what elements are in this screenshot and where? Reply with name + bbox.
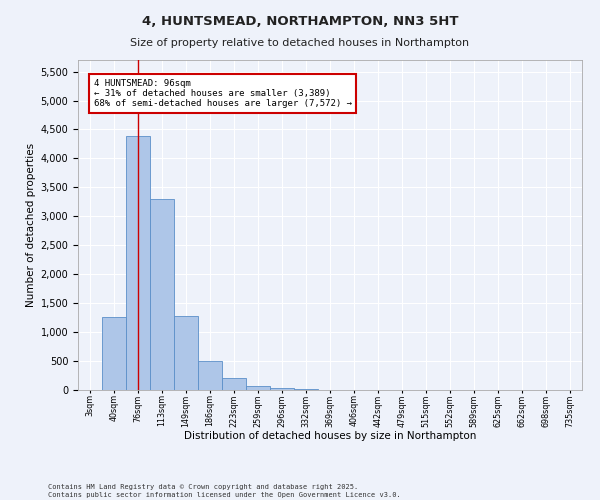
Bar — [102, 317, 126, 390]
Bar — [270, 388, 294, 390]
Bar — [246, 386, 270, 390]
Bar — [198, 361, 222, 390]
Bar — [126, 136, 150, 390]
Bar — [222, 378, 246, 390]
X-axis label: Distribution of detached houses by size in Northampton: Distribution of detached houses by size … — [184, 431, 476, 441]
Bar — [150, 199, 174, 390]
Text: Contains HM Land Registry data © Crown copyright and database right 2025.
Contai: Contains HM Land Registry data © Crown c… — [48, 484, 401, 498]
Y-axis label: Number of detached properties: Number of detached properties — [26, 143, 36, 307]
Text: 4 HUNTSMEAD: 96sqm
← 31% of detached houses are smaller (3,389)
68% of semi-deta: 4 HUNTSMEAD: 96sqm ← 31% of detached hou… — [94, 78, 352, 108]
Text: 4, HUNTSMEAD, NORTHAMPTON, NN3 5HT: 4, HUNTSMEAD, NORTHAMPTON, NN3 5HT — [142, 15, 458, 28]
Bar — [174, 316, 198, 390]
Text: Size of property relative to detached houses in Northampton: Size of property relative to detached ho… — [130, 38, 470, 48]
